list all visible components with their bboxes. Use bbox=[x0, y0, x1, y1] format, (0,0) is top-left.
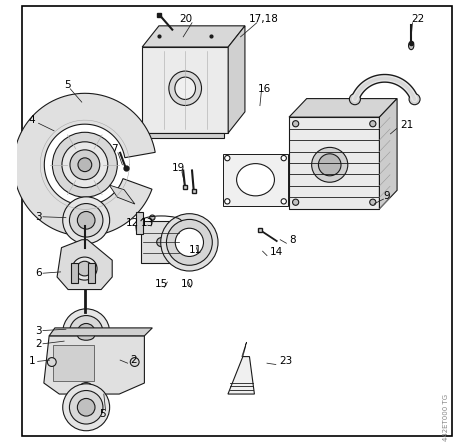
Ellipse shape bbox=[370, 199, 376, 205]
Text: 11: 11 bbox=[189, 245, 202, 255]
Ellipse shape bbox=[63, 197, 109, 244]
Polygon shape bbox=[44, 336, 145, 394]
Text: 3: 3 bbox=[35, 325, 42, 336]
Text: 14: 14 bbox=[270, 247, 283, 257]
Ellipse shape bbox=[130, 358, 139, 367]
Ellipse shape bbox=[78, 331, 94, 340]
Ellipse shape bbox=[319, 154, 341, 176]
Ellipse shape bbox=[311, 148, 348, 182]
Text: 12: 12 bbox=[126, 218, 139, 228]
Ellipse shape bbox=[169, 71, 201, 105]
Ellipse shape bbox=[175, 77, 195, 99]
Ellipse shape bbox=[47, 358, 56, 367]
Polygon shape bbox=[379, 99, 397, 209]
Ellipse shape bbox=[77, 324, 95, 341]
Ellipse shape bbox=[281, 199, 286, 204]
Text: 5: 5 bbox=[64, 80, 71, 90]
Ellipse shape bbox=[281, 156, 286, 161]
Polygon shape bbox=[142, 47, 228, 133]
Ellipse shape bbox=[77, 211, 95, 229]
Text: 15: 15 bbox=[155, 279, 168, 289]
Ellipse shape bbox=[237, 164, 274, 196]
Ellipse shape bbox=[225, 156, 230, 161]
Ellipse shape bbox=[349, 94, 360, 105]
Ellipse shape bbox=[175, 228, 203, 257]
Text: 2: 2 bbox=[35, 339, 42, 349]
Bar bbox=[88, 263, 95, 283]
Ellipse shape bbox=[225, 199, 230, 204]
Polygon shape bbox=[228, 357, 255, 394]
Ellipse shape bbox=[370, 121, 376, 127]
Text: 20: 20 bbox=[180, 14, 193, 24]
Ellipse shape bbox=[69, 316, 103, 349]
Text: 6: 6 bbox=[35, 268, 42, 278]
Ellipse shape bbox=[78, 158, 92, 172]
Text: 442ET000 TG: 442ET000 TG bbox=[444, 394, 449, 441]
Polygon shape bbox=[53, 345, 94, 381]
Text: 5: 5 bbox=[99, 409, 106, 419]
Ellipse shape bbox=[63, 309, 109, 356]
Polygon shape bbox=[109, 185, 135, 204]
Polygon shape bbox=[13, 93, 155, 236]
Ellipse shape bbox=[409, 42, 414, 50]
Text: 8: 8 bbox=[289, 235, 296, 245]
Ellipse shape bbox=[70, 150, 100, 180]
Text: 23: 23 bbox=[279, 356, 292, 367]
Bar bbox=[136, 212, 143, 233]
Text: 9: 9 bbox=[383, 190, 390, 201]
Text: 21: 21 bbox=[400, 120, 413, 130]
Polygon shape bbox=[228, 26, 245, 133]
Ellipse shape bbox=[292, 199, 299, 205]
Polygon shape bbox=[289, 117, 379, 209]
Ellipse shape bbox=[62, 142, 108, 188]
Ellipse shape bbox=[63, 384, 109, 431]
Text: 2: 2 bbox=[130, 355, 137, 365]
Polygon shape bbox=[57, 240, 112, 290]
Polygon shape bbox=[242, 342, 246, 357]
Text: 17,18: 17,18 bbox=[248, 14, 278, 24]
Polygon shape bbox=[49, 328, 152, 336]
Polygon shape bbox=[289, 99, 397, 117]
Ellipse shape bbox=[292, 121, 299, 127]
Text: 4: 4 bbox=[29, 115, 36, 125]
Text: 19: 19 bbox=[172, 163, 185, 173]
Polygon shape bbox=[146, 133, 224, 138]
Polygon shape bbox=[142, 26, 245, 47]
Ellipse shape bbox=[150, 215, 155, 220]
Text: 16: 16 bbox=[258, 84, 272, 94]
Ellipse shape bbox=[53, 132, 118, 197]
Ellipse shape bbox=[72, 257, 97, 280]
Ellipse shape bbox=[161, 214, 218, 271]
Ellipse shape bbox=[157, 238, 165, 247]
Ellipse shape bbox=[77, 261, 92, 276]
Text: 7: 7 bbox=[111, 144, 118, 154]
Ellipse shape bbox=[80, 383, 92, 392]
Text: 10: 10 bbox=[181, 279, 194, 289]
Text: 3: 3 bbox=[35, 212, 42, 222]
Bar bbox=[223, 154, 288, 206]
Text: 13: 13 bbox=[141, 218, 155, 228]
Text: 1: 1 bbox=[29, 356, 36, 367]
Bar bbox=[141, 221, 182, 263]
Ellipse shape bbox=[166, 219, 212, 265]
Ellipse shape bbox=[409, 94, 420, 105]
Bar bbox=[71, 263, 78, 283]
Ellipse shape bbox=[77, 398, 95, 416]
Ellipse shape bbox=[69, 203, 103, 237]
Text: 22: 22 bbox=[411, 14, 424, 24]
Ellipse shape bbox=[69, 391, 103, 424]
